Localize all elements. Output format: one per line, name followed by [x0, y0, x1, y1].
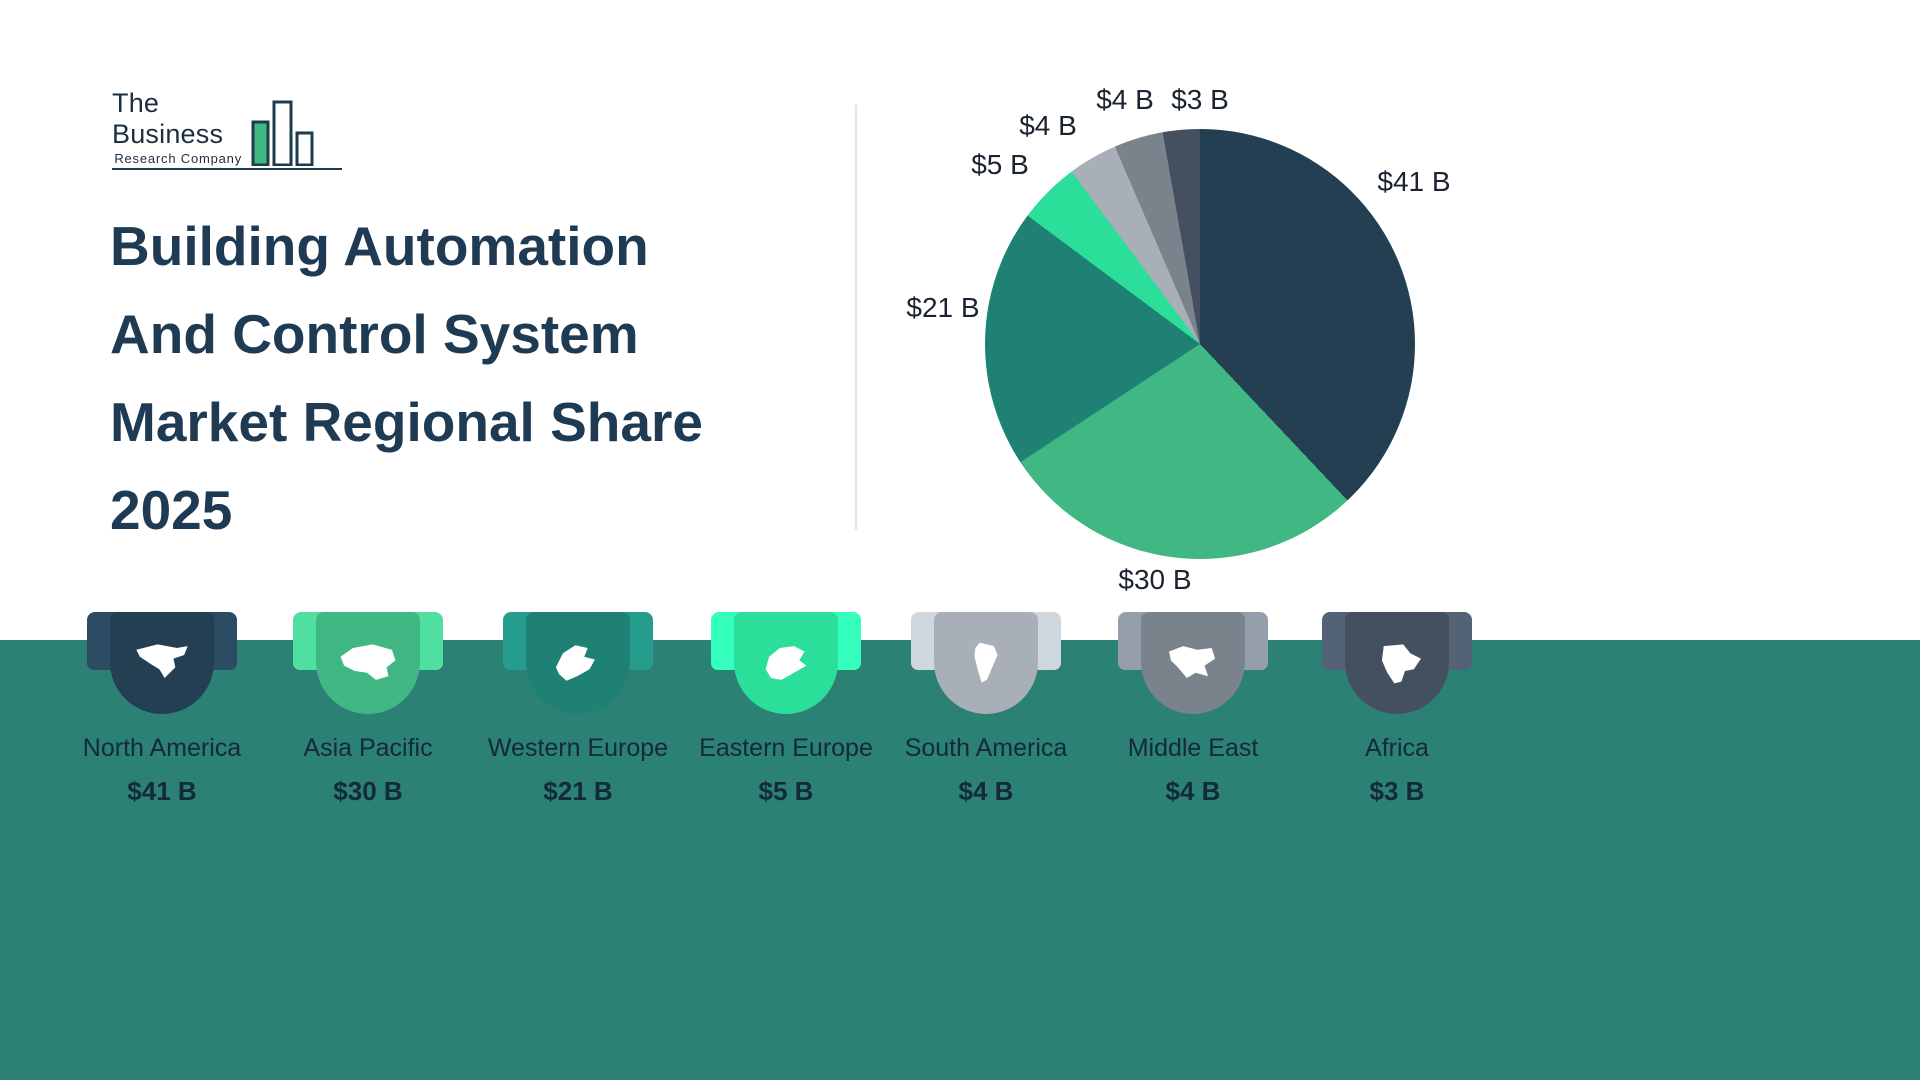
- brand-logo-text: The Business Research Company: [112, 88, 242, 166]
- vertical-divider: [855, 105, 857, 530]
- ribbon-panel: [734, 612, 838, 714]
- middle-east-map-icon: [1169, 646, 1216, 679]
- legend-band: [0, 640, 1920, 1080]
- region-name: Asia Pacific: [303, 734, 433, 762]
- region-value: $4 B: [958, 776, 1014, 806]
- bar-chart-logo-icon: [251, 100, 314, 166]
- title-line-2: And Control System: [110, 303, 639, 365]
- pie-label-western-europe: $21 B: [906, 292, 980, 323]
- region-value: $3 B: [1369, 776, 1425, 806]
- pie-label-south-america: $4 B: [1019, 110, 1077, 141]
- title-line-4: 2025: [110, 479, 233, 541]
- north-america-map-icon: [136, 644, 188, 679]
- pie-label-middle-east: $4 B: [1096, 84, 1154, 115]
- africa-map-icon: [1381, 644, 1421, 684]
- title-line-3: Market Regional Share: [110, 391, 703, 453]
- region-name: Africa: [1365, 734, 1429, 762]
- page-title: Building Automation And Control System M…: [110, 202, 830, 554]
- region-name: North America: [82, 734, 242, 762]
- brand-name-top: The Business: [112, 88, 224, 149]
- pie-label-asia-pacific: $30 B: [1118, 564, 1192, 595]
- brand-name-bottom: Research Company: [114, 151, 242, 166]
- pie-label-north-america: $41 B: [1377, 166, 1451, 197]
- region-name: Western Europe: [487, 734, 669, 762]
- region-value: $4 B: [1165, 776, 1221, 806]
- pie-label-africa: $3 B: [1171, 84, 1229, 115]
- ribbon-panel: [1141, 612, 1245, 714]
- south-america-map-icon: [974, 642, 998, 683]
- ribbon-panel: [934, 612, 1038, 714]
- ribbon-panel: [316, 612, 420, 714]
- region-value: $41 B: [127, 776, 197, 806]
- region-name: Eastern Europe: [699, 734, 873, 762]
- region-value: $5 B: [758, 776, 814, 806]
- brand-logo: The Business Research Company: [112, 88, 342, 170]
- region-value: $30 B: [333, 776, 403, 806]
- western-europe-map-icon: [555, 645, 595, 681]
- ribbon-panel: [1345, 612, 1449, 714]
- region-name: Middle East: [1127, 734, 1259, 762]
- eastern-europe-map-icon: [765, 646, 807, 680]
- pie-label-eastern-europe: $5 B: [971, 149, 1029, 180]
- pie-chart: [985, 129, 1415, 559]
- ribbon-panel: [526, 612, 630, 714]
- asia-map-icon: [340, 644, 396, 680]
- region-value: $21 B: [543, 776, 613, 806]
- ribbon-panel: [110, 612, 214, 714]
- region-name: South America: [904, 734, 1068, 762]
- title-line-1: Building Automation: [110, 215, 649, 277]
